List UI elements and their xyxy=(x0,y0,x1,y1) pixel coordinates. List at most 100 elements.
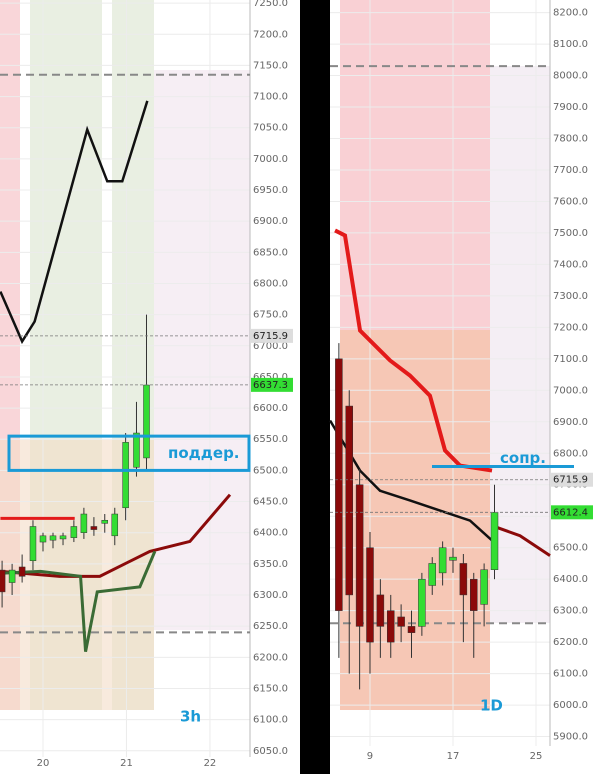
candle-body xyxy=(376,594,385,627)
y-tick-label: 7200.0 xyxy=(253,29,288,40)
y-tick-label: 8000.0 xyxy=(553,71,588,82)
candle-body xyxy=(397,616,405,627)
y-tick-label: 6750.0 xyxy=(253,310,288,321)
candle-body xyxy=(449,556,457,561)
price-tag xyxy=(551,472,593,487)
y-tick-label: 6350.0 xyxy=(253,559,288,570)
y-tick-label: 8200.0 xyxy=(553,8,588,19)
candle-body xyxy=(335,358,343,611)
timeframe-label: 3h xyxy=(180,708,201,726)
y-tick-label: 7500.0 xyxy=(553,228,588,239)
y-tick-label: 6050.0 xyxy=(253,746,288,757)
y-tick-label: 7400.0 xyxy=(553,259,588,270)
candle-body xyxy=(8,569,16,583)
price-tag-label: 6637.3 xyxy=(253,380,288,391)
y-tick-label: 7150.0 xyxy=(253,60,288,71)
candle-body xyxy=(428,563,436,586)
candle-body xyxy=(18,566,26,577)
y-tick-label: 6450.0 xyxy=(253,497,288,508)
candle-body xyxy=(459,563,468,596)
candle-body xyxy=(407,626,416,633)
y-tick-label: 6300.0 xyxy=(553,606,588,617)
x-tick-label: 22 xyxy=(204,758,217,769)
y-tick-label: 6400.0 xyxy=(253,528,288,539)
candle-body xyxy=(480,569,488,605)
candle-body xyxy=(39,535,47,543)
y-tick-label: 6600.0 xyxy=(253,403,288,414)
y-tick-label: 7900.0 xyxy=(553,102,588,113)
indicator-line xyxy=(0,493,232,578)
candle-body xyxy=(70,526,78,538)
price-tag-label: 6612.4 xyxy=(553,507,588,518)
y-tick-label: 6800.0 xyxy=(553,448,588,459)
y-tick-label: 6500.0 xyxy=(253,465,288,476)
candle-body xyxy=(143,384,150,459)
y-tick-label: 6200.0 xyxy=(553,637,588,648)
y-tick-label: 6550.0 xyxy=(253,434,288,445)
annotation-box xyxy=(7,434,251,472)
price-tag xyxy=(251,328,293,343)
x-tick-label: 21 xyxy=(120,758,133,769)
candle-body xyxy=(101,519,109,524)
x-tick-label: 25 xyxy=(530,751,543,762)
y-tick-label: 6300.0 xyxy=(253,590,288,601)
shade xyxy=(490,66,550,623)
price-tag xyxy=(251,377,293,392)
indicator-line xyxy=(0,550,157,652)
y-tick-label: 8100.0 xyxy=(553,39,588,50)
y-tick-label: 7300.0 xyxy=(553,291,588,302)
y-tick-label: 7100.0 xyxy=(253,92,288,103)
candle-body xyxy=(355,484,364,627)
price-tag-label: 6715.9 xyxy=(553,475,588,486)
candle-body xyxy=(49,535,57,541)
y-tick-label: 7600.0 xyxy=(553,196,588,207)
timeframe-label: 1D xyxy=(480,697,503,715)
y-tick-label: 6250.0 xyxy=(253,621,288,632)
y-tick-label: 6100.0 xyxy=(253,715,288,726)
y-tick-label: 6400.0 xyxy=(553,574,588,585)
shade xyxy=(340,0,490,330)
price-tag-label: 6715.9 xyxy=(253,331,288,342)
y-tick-label: 7200.0 xyxy=(553,322,588,333)
candle-body xyxy=(366,547,374,643)
annotation-text: поддер. xyxy=(168,444,240,462)
x-tick-label: 17 xyxy=(447,751,460,762)
y-tick-label: 6100.0 xyxy=(553,669,588,680)
candle-body xyxy=(469,578,478,611)
y-tick-label: 5900.0 xyxy=(553,732,588,743)
candle-body xyxy=(111,513,119,537)
y-tick-label: 6800.0 xyxy=(253,278,288,289)
y-tick-label: 6900.0 xyxy=(253,216,288,227)
candle-body xyxy=(90,526,98,530)
y-tick-label: 6950.0 xyxy=(253,185,288,196)
x-tick-label: 20 xyxy=(37,758,50,769)
y-tick-label: 7800.0 xyxy=(553,133,588,144)
candle-body xyxy=(133,432,140,468)
candle-body xyxy=(29,526,37,561)
divider xyxy=(300,0,330,774)
y-tick-label: 6000.0 xyxy=(553,700,588,711)
y-tick-label: 6900.0 xyxy=(553,417,588,428)
indicator-line xyxy=(0,100,149,345)
y-tick-label: 6200.0 xyxy=(253,652,288,663)
price-tag xyxy=(551,505,593,520)
y-tick-label: 7050.0 xyxy=(253,123,288,134)
indicator-line xyxy=(334,228,493,473)
y-tick-label: 7250.0 xyxy=(253,0,288,9)
y-tick-label: 7000.0 xyxy=(553,385,588,396)
candle-body xyxy=(80,513,88,533)
x-tick-label: 9 xyxy=(367,751,373,762)
y-tick-label: 6150.0 xyxy=(253,683,288,694)
candle-body xyxy=(59,535,67,540)
y-tick-label: 7700.0 xyxy=(553,165,588,176)
candle-body xyxy=(345,405,353,596)
candle-body xyxy=(386,610,395,643)
candle-body xyxy=(490,512,499,570)
candle-body xyxy=(122,442,129,509)
annotation-text: сопр. xyxy=(500,449,546,467)
y-tick-label: 6650.0 xyxy=(253,372,288,383)
y-tick-label: 7100.0 xyxy=(553,354,588,365)
candle-body xyxy=(438,547,447,574)
candle-body xyxy=(0,569,6,593)
